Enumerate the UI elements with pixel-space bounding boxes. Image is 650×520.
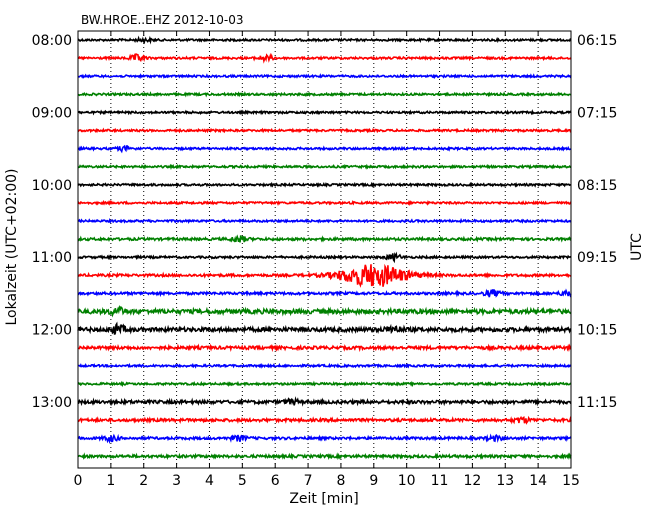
trace-1315 <box>77 415 572 425</box>
trace-1000 <box>77 181 572 188</box>
trace-1015 <box>77 199 572 206</box>
trace-0800 <box>77 35 572 45</box>
chart-title: BW.HROE..EHZ 2012-10-03 <box>81 13 244 27</box>
x-tick-label: 12 <box>463 473 481 489</box>
left-tick-label: 13:00 <box>32 395 72 411</box>
left-tick-label: 09:00 <box>32 105 72 121</box>
left-tick-label: 08:00 <box>32 33 72 49</box>
trace-0830 <box>77 73 572 80</box>
left-tick-label: 12:00 <box>32 323 72 339</box>
trace-1130 <box>77 288 572 298</box>
trace-1100 <box>77 251 572 264</box>
trace-1330 <box>77 433 572 444</box>
trace-1115 <box>77 263 572 288</box>
x-tick-label: 0 <box>74 473 83 489</box>
x-axis-label: Zeit [min] <box>289 491 358 507</box>
trace-1245 <box>77 380 572 388</box>
trace-0945 <box>77 163 571 171</box>
x-tick-label: 5 <box>238 473 247 489</box>
x-tick-label: 11 <box>431 473 449 489</box>
right-tick-label: 11:15 <box>577 395 617 411</box>
right-y-axis-label: UTC <box>629 233 645 261</box>
x-axis: 0 1 2 3 4 5 6 7 8 9 10 11 12 13 14 15 <box>74 31 580 489</box>
x-tick-label: 6 <box>271 473 280 489</box>
left-y-axis: 08:00 09:00 10:00 11:00 12:00 13:00 <box>32 33 83 411</box>
x-tick-label: 7 <box>304 473 313 489</box>
trace-0915 <box>77 127 572 134</box>
trace-1300 <box>77 396 572 407</box>
trace-0930 <box>77 144 572 154</box>
x-tick-label: 10 <box>398 473 416 489</box>
x-grid <box>110 31 539 468</box>
x-tick-label: 2 <box>139 473 148 489</box>
x-tick-label: 3 <box>172 473 181 489</box>
right-tick-label: 07:15 <box>577 105 617 121</box>
trace-1215 <box>77 343 572 353</box>
right-y-axis: 06:15 07:15 08:15 09:15 10:15 11:15 <box>566 33 617 411</box>
trace-0815 <box>77 52 572 64</box>
x-tick-label: 14 <box>529 473 547 489</box>
trace-0845 <box>77 91 572 98</box>
trace-group <box>77 35 572 461</box>
x-tick-label: 9 <box>369 473 378 489</box>
x-tick-label: 4 <box>205 473 214 489</box>
x-tick-label: 15 <box>562 473 580 489</box>
plot-frame <box>77 30 572 469</box>
x-tick-label: 8 <box>336 473 345 489</box>
left-y-axis-label: Lokalzeit (UTC+02:00) <box>4 169 20 326</box>
trace-1345 <box>77 452 572 461</box>
trace-1030 <box>77 217 572 225</box>
trace-0900 <box>77 109 572 116</box>
right-tick-label: 09:15 <box>577 250 617 266</box>
left-tick-label: 10:00 <box>32 178 72 194</box>
trace-1045 <box>77 234 572 243</box>
x-tick-label: 13 <box>496 473 514 489</box>
trace-1200 <box>77 321 572 335</box>
x-tick-label: 1 <box>106 473 115 489</box>
right-tick-label: 08:15 <box>577 178 617 194</box>
trace-1230 <box>77 362 572 369</box>
right-tick-label: 06:15 <box>577 33 617 49</box>
right-tick-label: 10:15 <box>577 323 617 339</box>
left-tick-label: 11:00 <box>32 250 72 266</box>
trace-1145 <box>77 304 572 318</box>
